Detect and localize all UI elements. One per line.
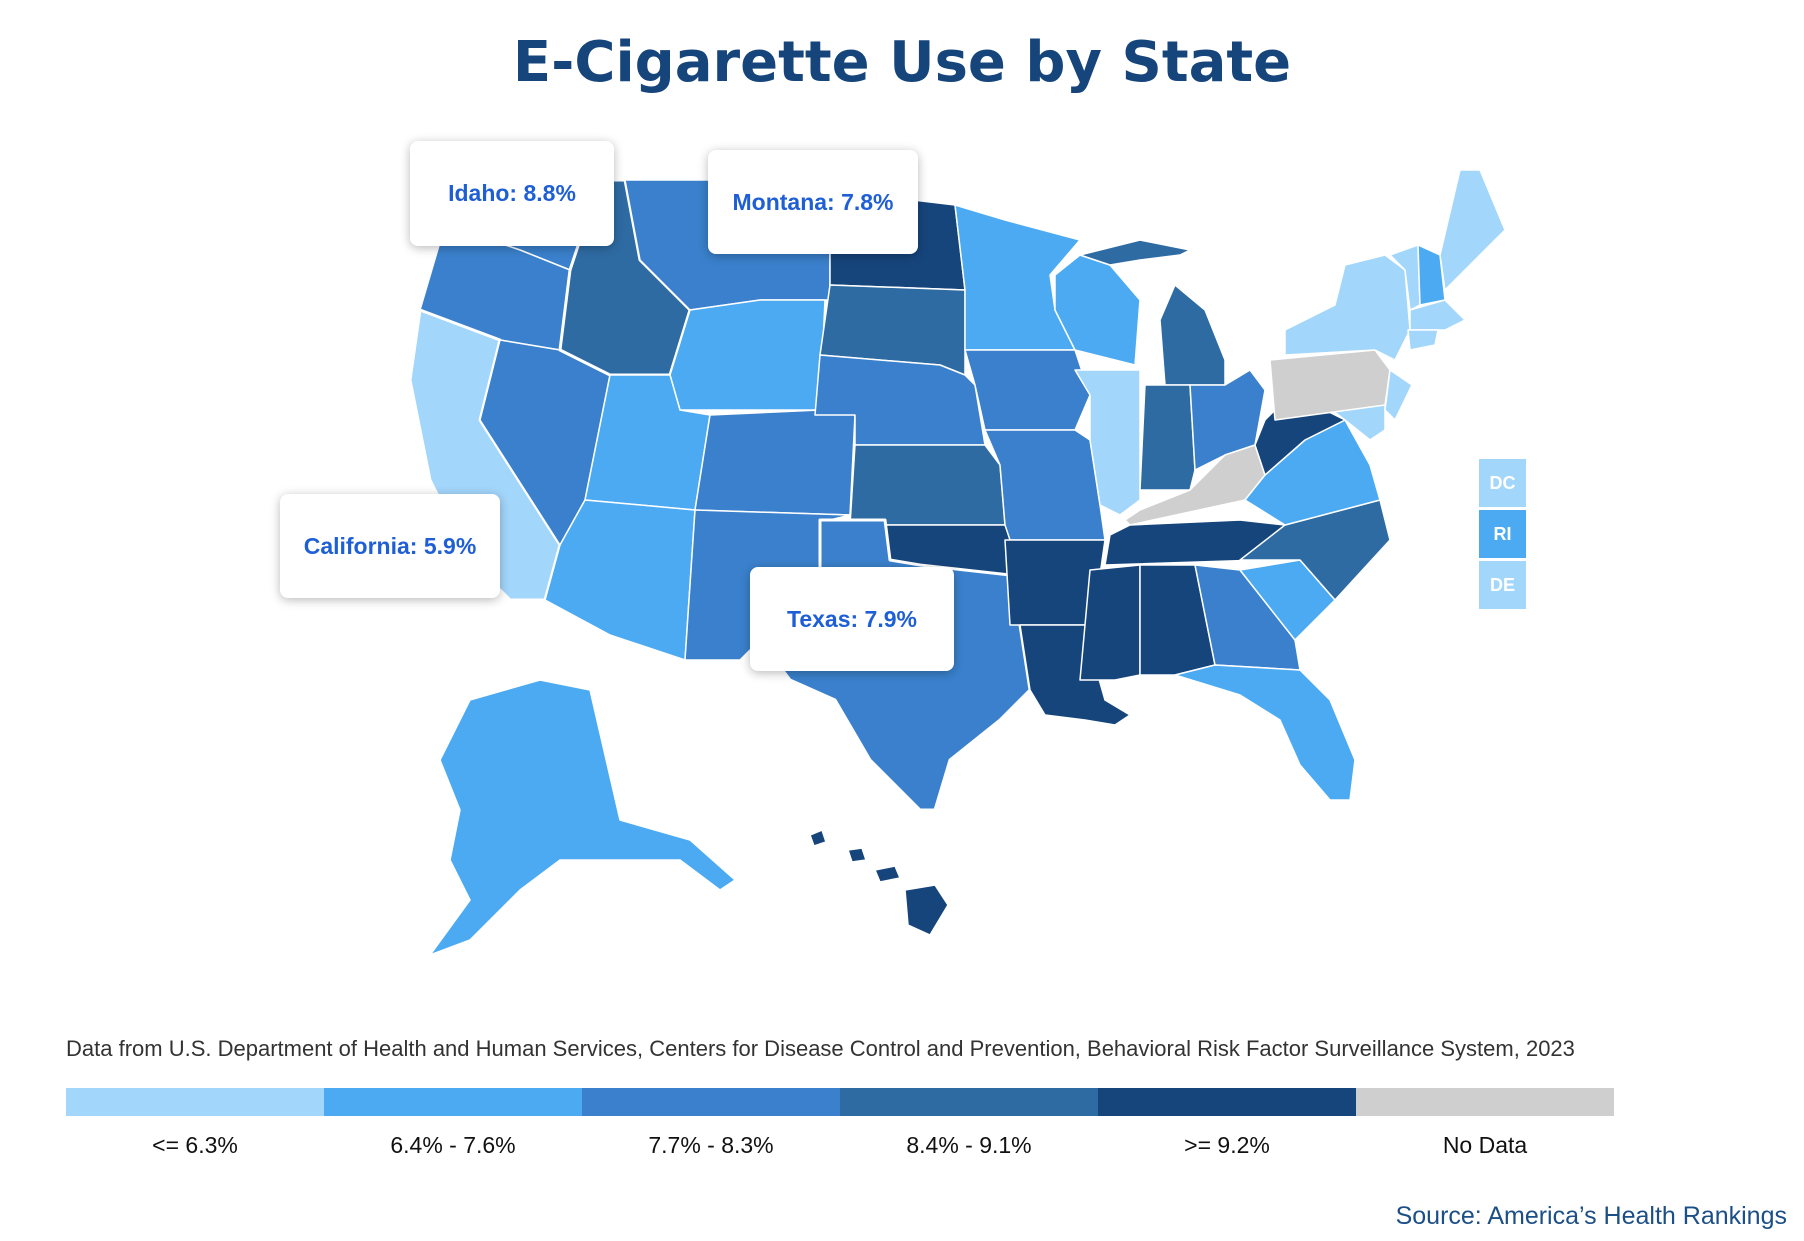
state-indiana[interactable] — [1139, 384, 1196, 491]
state-maine[interactable] — [1439, 169, 1506, 291]
callout-idaho: Idaho: 8.8% — [410, 141, 614, 246]
legend-labels: <= 6.3% 6.4% - 7.6% 7.7% - 8.3% 8.4% - 9… — [66, 1132, 1614, 1159]
callout-texas-label: Texas: 7.9% — [787, 605, 917, 632]
legend-label-4: 8.4% - 9.1% — [906, 1132, 1032, 1158]
legend-swatch-3 — [582, 1088, 840, 1116]
state-illinois[interactable] — [1074, 369, 1141, 516]
state-alaska[interactable] — [429, 679, 736, 956]
legend-label-5: >= 9.2% — [1184, 1132, 1270, 1158]
legend-swatch-4 — [840, 1088, 1098, 1116]
state-box-de-label: DE — [1489, 574, 1515, 595]
state-mississippi[interactable] — [1079, 564, 1141, 681]
state-iowa[interactable] — [964, 349, 1091, 431]
callout-california: California: 5.9% — [280, 494, 500, 598]
state-hawaii[interactable] — [809, 829, 949, 936]
legend-swatch-5 — [1098, 1088, 1356, 1116]
legend-swatch-1 — [66, 1088, 324, 1116]
data-source-note: Data from U.S. Department of Health and … — [66, 1036, 1575, 1061]
state-box-dc-label: DC — [1489, 472, 1516, 493]
state-box-dc[interactable]: DC — [1479, 459, 1526, 507]
legend-label-1: <= 6.3% — [152, 1132, 238, 1158]
state-wyoming[interactable] — [669, 299, 826, 411]
callout-montana-label: Montana: 7.8% — [732, 188, 894, 215]
callout-texas: Texas: 7.9% — [750, 567, 954, 671]
state-colorado[interactable] — [694, 409, 856, 516]
state-kansas[interactable] — [849, 444, 1006, 526]
state-michigan-up[interactable] — [1079, 239, 1191, 266]
legend-swatch-2 — [324, 1088, 582, 1116]
legend-label-3: 7.7% - 8.3% — [648, 1132, 774, 1158]
state-massachusetts[interactable] — [1409, 299, 1466, 331]
state-ohio[interactable] — [1189, 369, 1266, 471]
callout-california-label: California: 5.9% — [303, 532, 477, 559]
legend-swatch-nodata — [1356, 1088, 1614, 1116]
state-new-york[interactable] — [1284, 254, 1411, 361]
source-credit: Source: America’s Health Rankings — [1395, 1202, 1787, 1230]
state-michigan[interactable] — [1159, 284, 1226, 386]
map-title: E-Cigarette Use by State — [512, 30, 1292, 95]
state-vermont[interactable] — [1389, 244, 1421, 311]
state-new-jersey[interactable] — [1384, 369, 1413, 421]
state-box-ri-label: RI — [1493, 523, 1512, 544]
state-box-de[interactable]: DE — [1479, 561, 1526, 609]
state-connecticut[interactable] — [1407, 329, 1439, 351]
state-florida[interactable] — [1174, 664, 1356, 801]
legend-label-2: 6.4% - 7.6% — [390, 1132, 516, 1158]
state-georgia[interactable] — [1194, 564, 1301, 671]
state-box-ri[interactable]: RI — [1479, 510, 1526, 558]
callout-montana: Montana: 7.8% — [708, 150, 918, 254]
legend-bar — [66, 1088, 1614, 1116]
callout-idaho-label: Idaho: 8.8% — [448, 180, 576, 206]
legend-label-nodata: No Data — [1442, 1132, 1528, 1158]
